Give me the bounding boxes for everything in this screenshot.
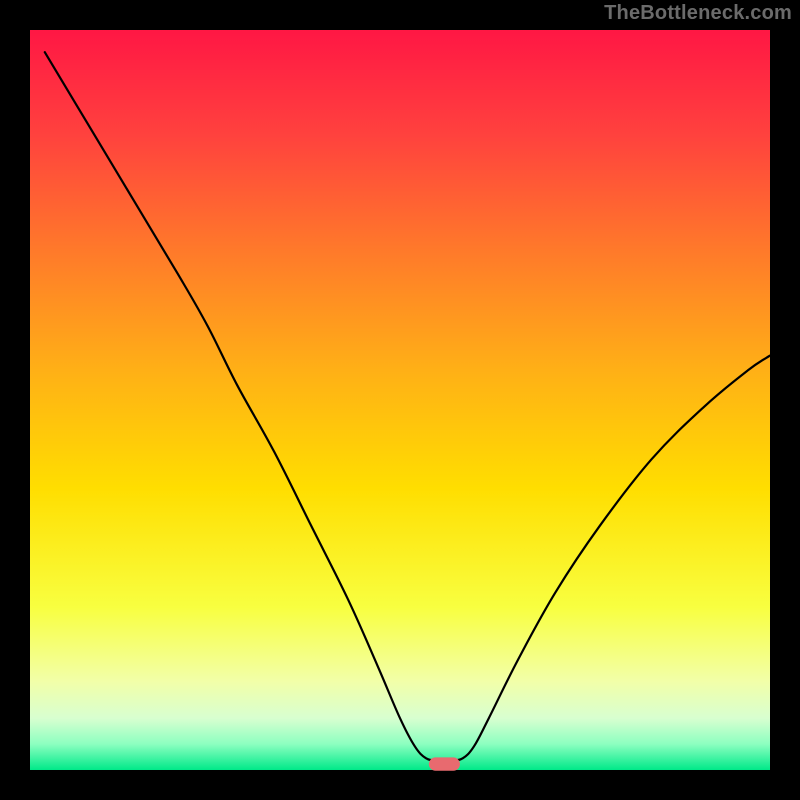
plot-background	[30, 30, 770, 770]
bottleneck-chart	[0, 0, 800, 800]
optimum-marker	[429, 757, 460, 770]
watermark-text: TheBottleneck.com	[604, 2, 792, 25]
chart-stage: TheBottleneck.com	[0, 0, 800, 800]
